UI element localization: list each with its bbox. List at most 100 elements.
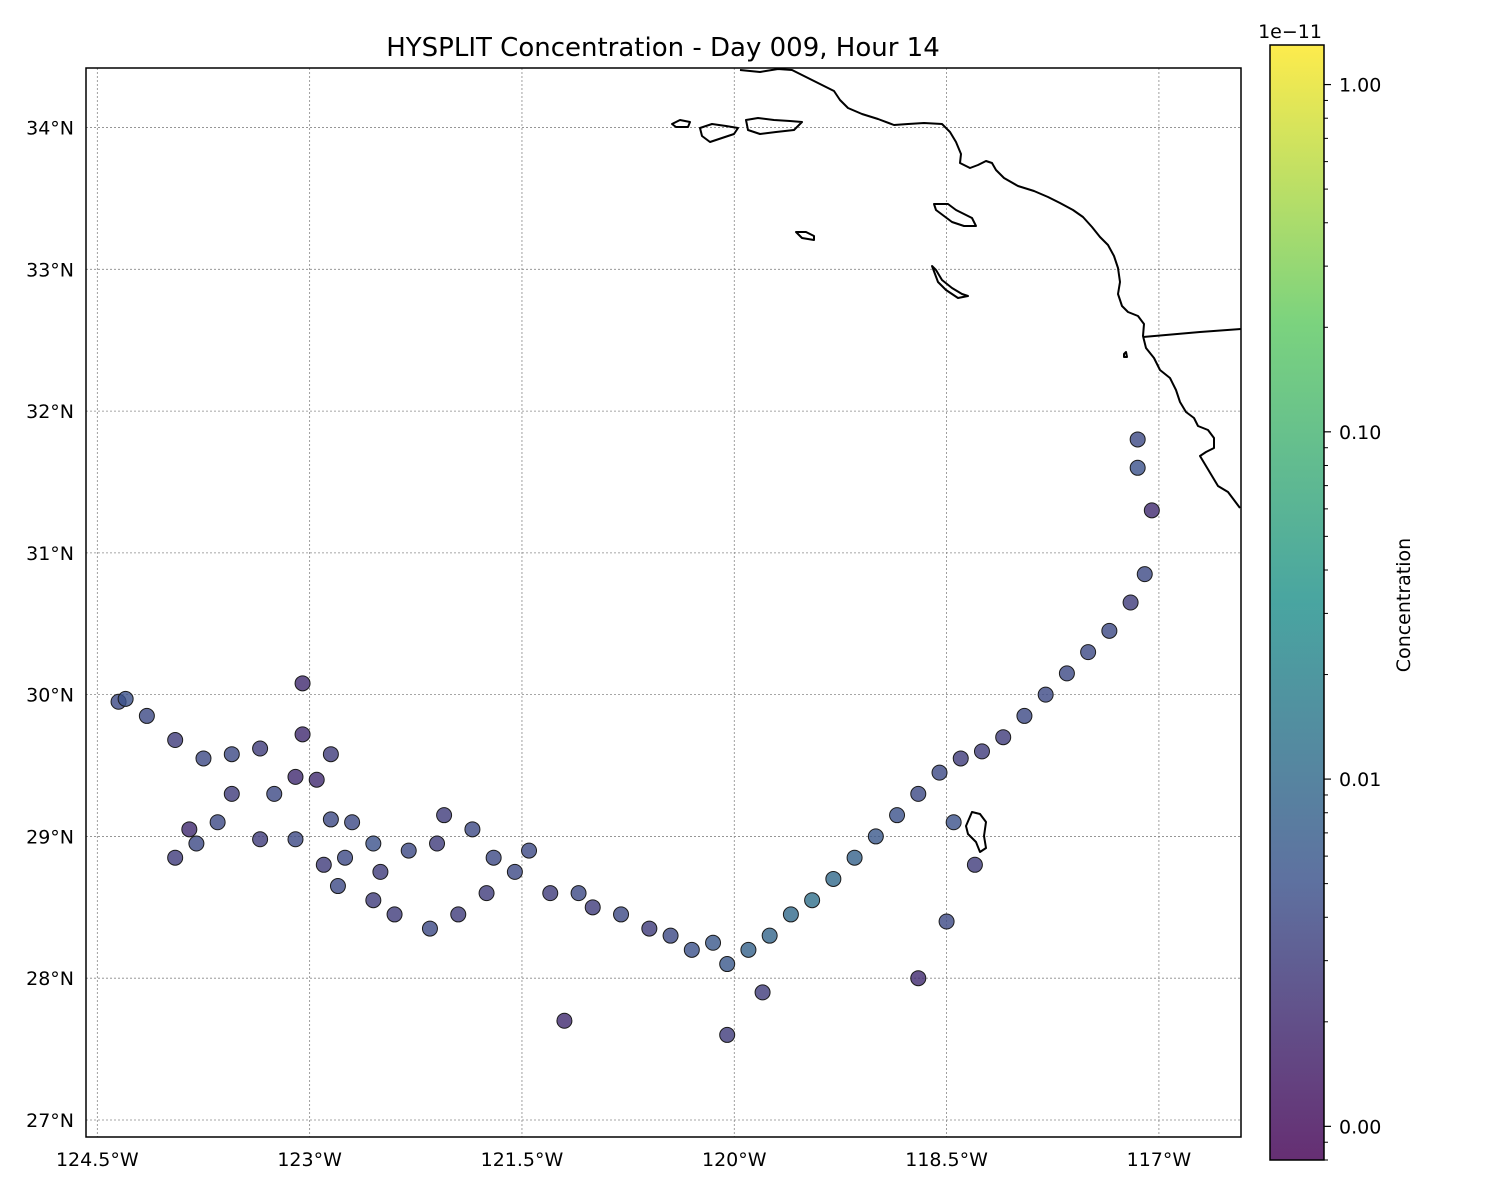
concentration-point bbox=[1143, 502, 1160, 519]
concentration-point bbox=[365, 835, 382, 852]
concentration-point bbox=[344, 814, 361, 831]
concentration-point bbox=[167, 849, 184, 866]
concentration-point bbox=[1101, 622, 1118, 639]
concentration-point bbox=[294, 726, 311, 743]
concentration-point bbox=[308, 771, 325, 788]
y-tick-label: 32°N bbox=[26, 401, 74, 423]
concentration-point bbox=[683, 941, 700, 958]
concentration-point bbox=[910, 970, 927, 987]
concentration-point bbox=[1136, 566, 1153, 583]
concentration-point bbox=[223, 746, 240, 763]
map-axes: 124.5°W 123°W 121.5°W 120°W 118.5°W 117°W 34°… bbox=[26, 67, 1242, 1171]
concentration-point bbox=[910, 785, 927, 802]
concentration-point bbox=[329, 878, 346, 895]
island-2 bbox=[699, 123, 739, 143]
concentration-point bbox=[938, 913, 955, 930]
concentration-point bbox=[973, 743, 990, 760]
x-tick-label: 123°W bbox=[277, 1149, 342, 1171]
colorbar-gradient bbox=[1270, 45, 1324, 1160]
border-line bbox=[1142, 328, 1241, 338]
concentration-point bbox=[719, 956, 736, 973]
concentration-point bbox=[252, 831, 269, 848]
concentration-point bbox=[1122, 594, 1139, 611]
concentration-point bbox=[485, 849, 502, 866]
concentration-point bbox=[365, 892, 382, 909]
colorbar-exponent: 1e−11 bbox=[1258, 21, 1322, 43]
map-frame bbox=[85, 67, 1242, 1138]
concentration-point bbox=[995, 729, 1012, 746]
island-6 bbox=[931, 265, 969, 299]
colorbar: 1e−11 1.00 0.10 0.01 0.00 Concentration bbox=[1258, 21, 1415, 1161]
concentration-point bbox=[556, 1012, 573, 1029]
map-title: HYSPLIT Concentration - Day 009, Hour 14 bbox=[386, 33, 940, 63]
concentration-point bbox=[400, 842, 417, 859]
island-8 bbox=[965, 811, 987, 853]
concentration-point bbox=[931, 764, 948, 781]
x-tick-label: 118.5°W bbox=[905, 1149, 988, 1171]
island-3 bbox=[745, 117, 803, 135]
concentration-point bbox=[266, 785, 283, 802]
concentration-point bbox=[719, 1026, 736, 1043]
concentration-point bbox=[372, 863, 389, 880]
concentration-point bbox=[952, 750, 969, 767]
concentration-point bbox=[889, 807, 906, 824]
concentration-point bbox=[287, 831, 304, 848]
concentration-point bbox=[167, 732, 184, 749]
colorbar-frame bbox=[1269, 44, 1325, 1161]
y-tick-label: 30°N bbox=[26, 685, 74, 707]
concentration-point bbox=[421, 920, 438, 937]
concentration-point bbox=[825, 870, 842, 887]
y-tick-label: 27°N bbox=[26, 1110, 74, 1132]
concentration-point bbox=[450, 906, 467, 923]
concentration-point bbox=[223, 785, 240, 802]
y-axis-ticks: 34°N 33°N 32°N 31°N 30°N 29°N 28°N 27°N bbox=[26, 118, 74, 1132]
concentration-point bbox=[662, 927, 679, 944]
mainland-coastline bbox=[739, 68, 1241, 509]
x-tick-label: 124.5°W bbox=[56, 1149, 139, 1171]
concentration-point bbox=[287, 768, 304, 785]
y-tick-label: 34°N bbox=[26, 118, 74, 140]
concentration-point bbox=[584, 899, 601, 916]
island-7 bbox=[1123, 351, 1128, 358]
colorbar-tick-label: 0.00 bbox=[1339, 1116, 1381, 1138]
island-5 bbox=[795, 231, 815, 241]
concentration-point bbox=[337, 849, 354, 866]
island-1 bbox=[671, 119, 691, 128]
concentration-points bbox=[110, 431, 1160, 1043]
island-4 bbox=[933, 203, 977, 227]
coastline bbox=[671, 68, 1241, 853]
concentration-point bbox=[782, 906, 799, 923]
concentration-point bbox=[846, 849, 863, 866]
concentration-point bbox=[195, 750, 212, 767]
concentration-point bbox=[1129, 459, 1146, 476]
colorbar-ticks: 1.00 0.10 0.01 0.00 bbox=[1324, 75, 1381, 1161]
colorbar-label: Concentration bbox=[1393, 538, 1415, 672]
concentration-point bbox=[315, 856, 332, 873]
concentration-point bbox=[867, 828, 884, 845]
x-tick-label: 117°W bbox=[1127, 1149, 1192, 1171]
concentration-point bbox=[209, 814, 226, 831]
concentration-point bbox=[945, 814, 962, 831]
concentration-point bbox=[542, 885, 559, 902]
concentration-point bbox=[613, 906, 630, 923]
concentration-point bbox=[705, 934, 722, 951]
concentration-point bbox=[804, 892, 821, 909]
concentration-point bbox=[252, 740, 269, 757]
concentration-point bbox=[188, 835, 205, 852]
concentration-point bbox=[521, 842, 538, 859]
concentration-point bbox=[761, 927, 778, 944]
x-tick-label: 121.5°W bbox=[481, 1149, 564, 1171]
concentration-point bbox=[322, 746, 339, 763]
x-axis-ticks: 124.5°W 123°W 121.5°W 120°W 118.5°W 117°W bbox=[56, 1149, 1191, 1171]
concentration-point bbox=[641, 920, 658, 937]
concentration-point bbox=[1058, 665, 1075, 682]
concentration-point bbox=[429, 835, 446, 852]
concentration-point bbox=[181, 821, 198, 838]
concentration-point bbox=[740, 941, 757, 958]
concentration-point bbox=[138, 707, 155, 724]
y-tick-label: 29°N bbox=[26, 826, 74, 848]
concentration-point bbox=[570, 885, 587, 902]
colorbar-tick-label: 0.01 bbox=[1339, 769, 1381, 791]
concentration-point bbox=[322, 811, 339, 828]
